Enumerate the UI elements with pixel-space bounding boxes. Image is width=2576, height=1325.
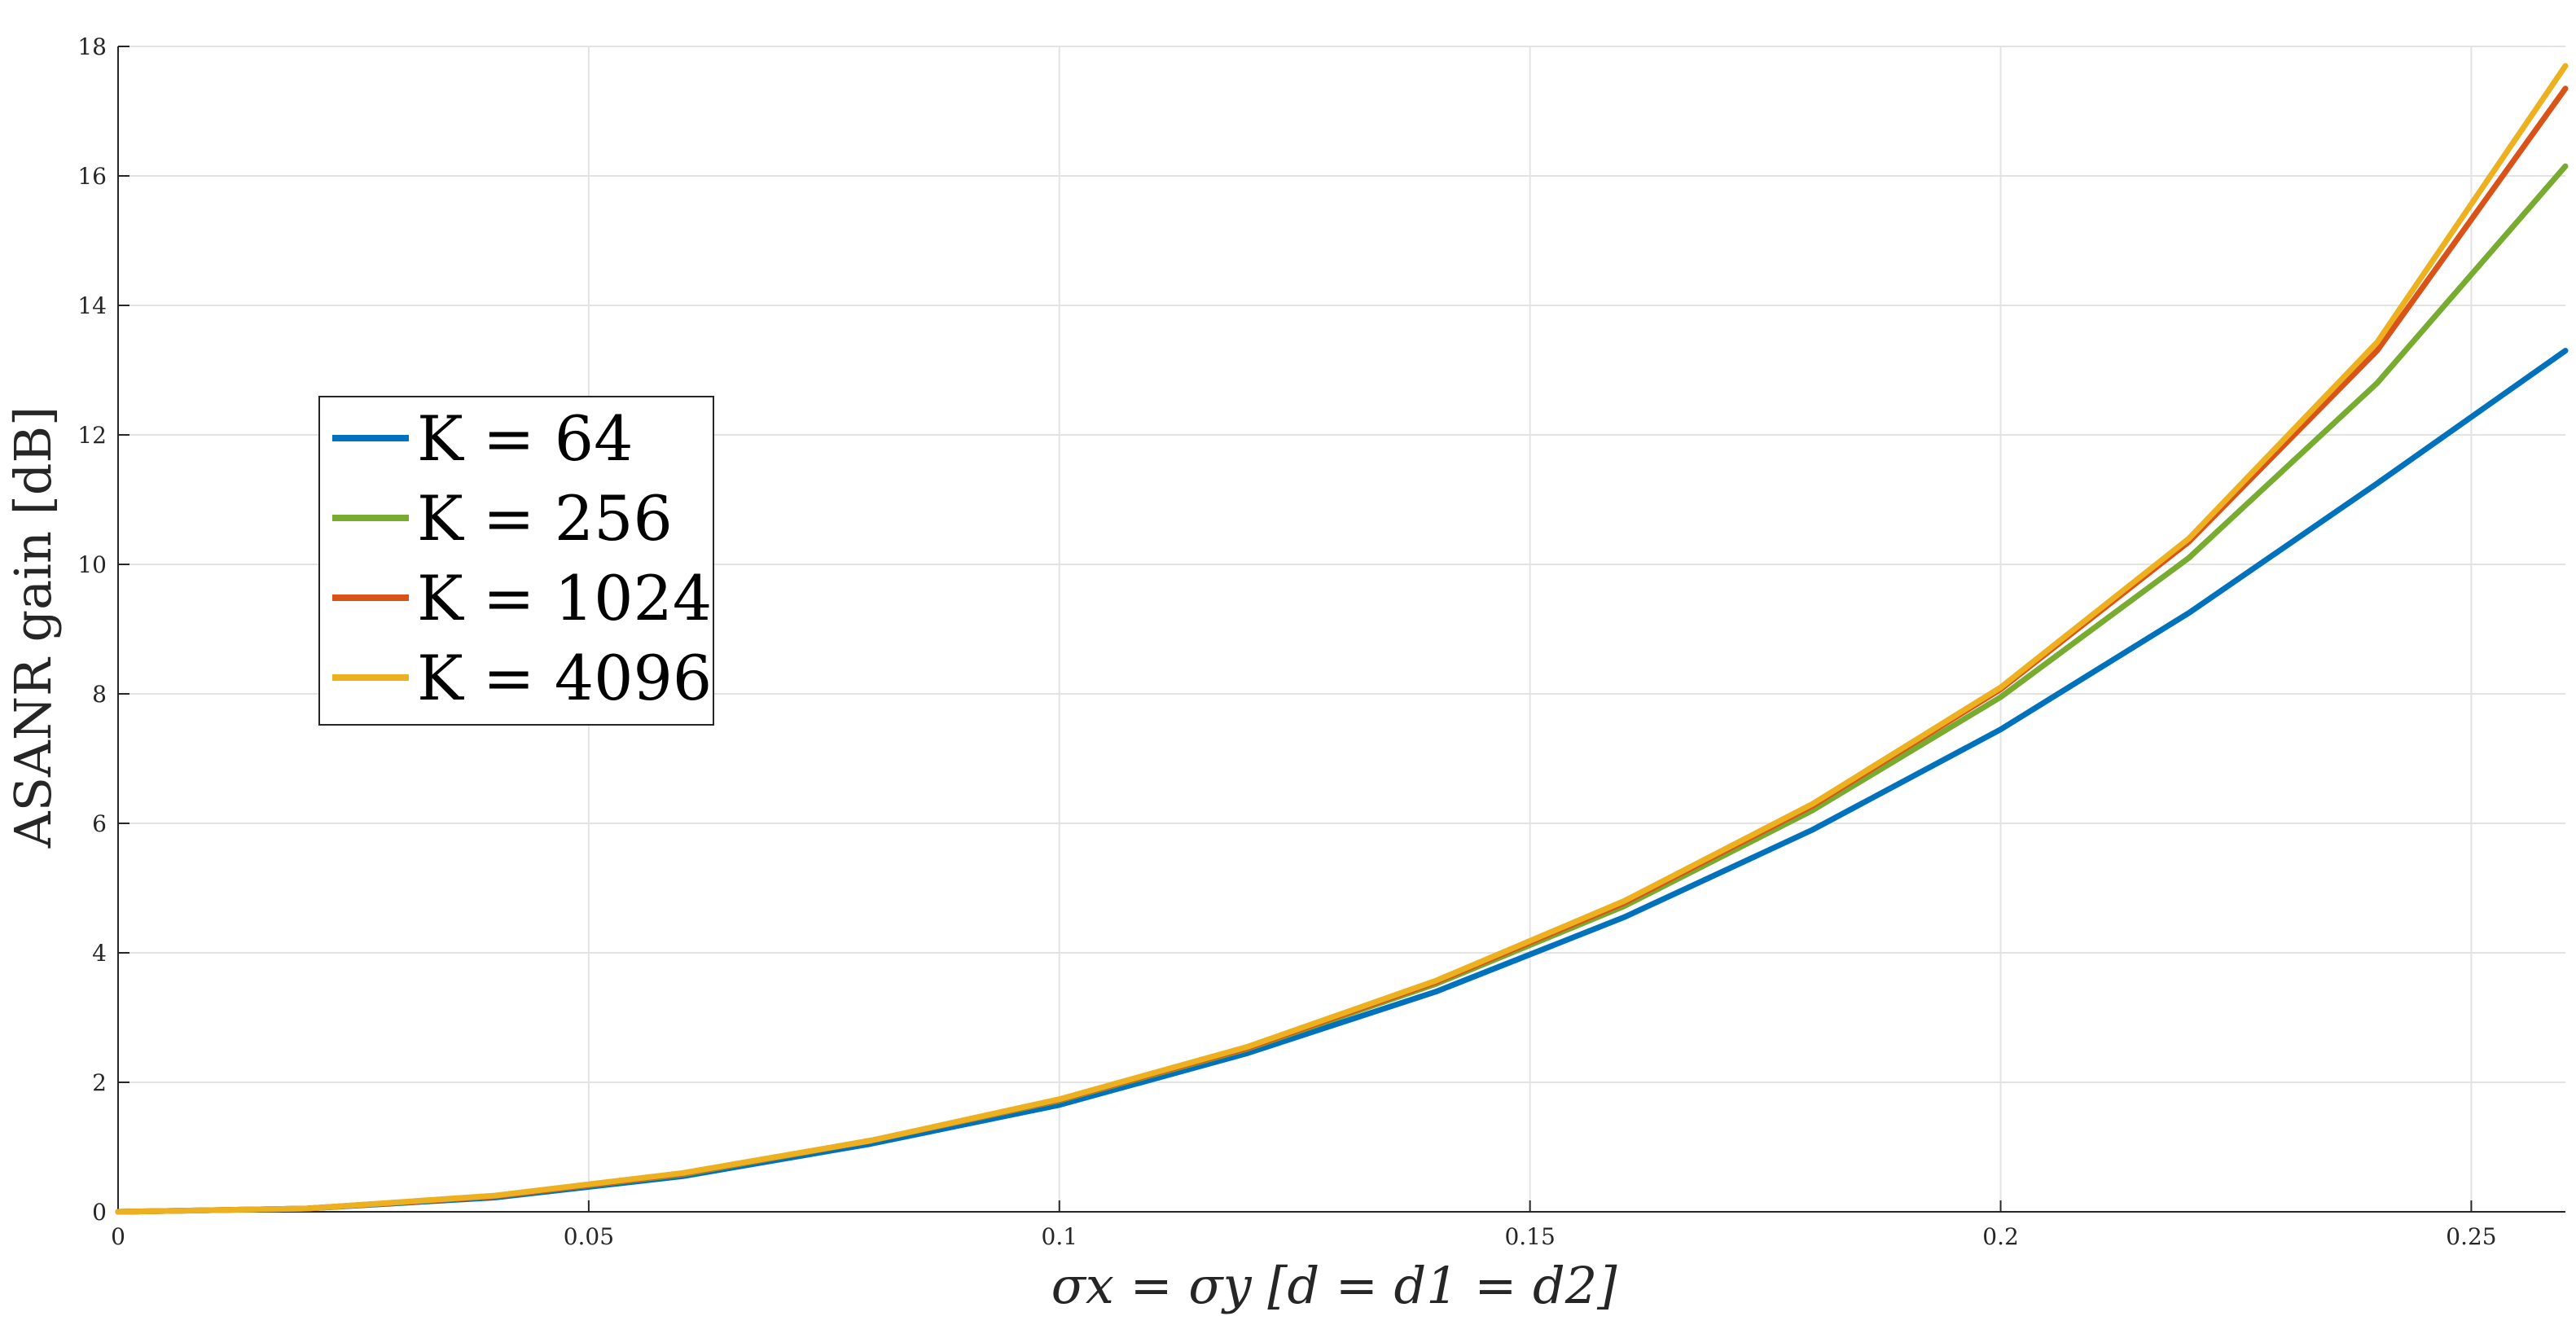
x-axis-label: σx = σy [d = d1 = d2]	[1051, 1256, 1618, 1315]
x-tick-label: 0.1	[1042, 1223, 1078, 1250]
axes	[117, 46, 2565, 1213]
y-tick-label: 10	[77, 551, 107, 578]
y-tick-label: 16	[77, 163, 107, 190]
y-tick-label: 2	[92, 1069, 107, 1096]
x-tick-label: 0.05	[564, 1223, 614, 1250]
y-tick-label: 8	[92, 681, 107, 708]
x-tick-label: 0.15	[1504, 1223, 1555, 1250]
y-axis-label: ASANR gain [dB]	[3, 406, 63, 849]
y-tick-label: 12	[77, 422, 107, 449]
y-tick-label: 18	[77, 33, 107, 60]
legend-label: K = 4096	[417, 642, 712, 714]
series-group	[115, 63, 2569, 1215]
y-tick-label: 14	[77, 292, 107, 319]
ticks: 0 0.05 0.1 0.15 0.2 0.25 0 2 4 6 8 10 12 14 16 18	[77, 33, 2496, 1250]
legend-label: K = 64	[417, 402, 633, 475]
legend-label: K = 1024	[417, 562, 712, 634]
legend-label: K = 256	[417, 482, 673, 555]
y-tick-label: 4	[92, 940, 107, 967]
x-tick-label: 0	[111, 1223, 125, 1250]
legend-box	[318, 396, 714, 726]
y-tick-label: 6	[92, 810, 107, 837]
x-tick-label: 0.25	[2446, 1223, 2496, 1250]
x-tick-label: 0.2	[1982, 1223, 2019, 1250]
series-line-4	[115, 63, 2569, 1215]
y-tick-label: 0	[92, 1199, 107, 1226]
